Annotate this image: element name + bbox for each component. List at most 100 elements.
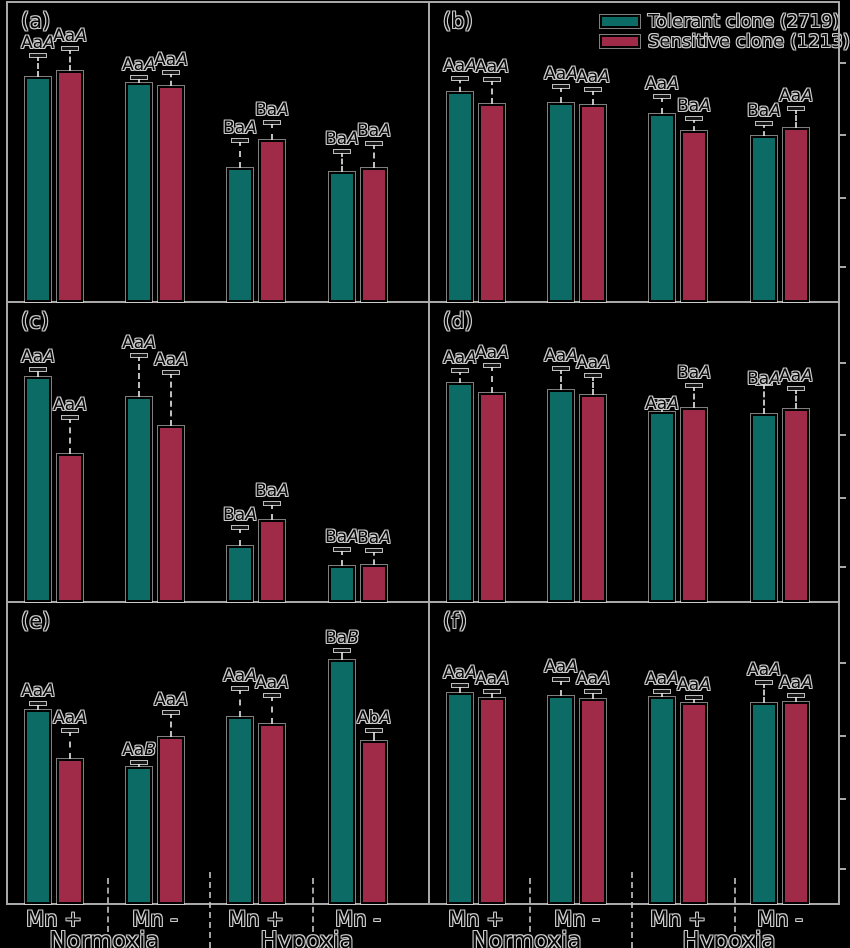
panel-letter-f: (f): [443, 609, 467, 633]
error-bar-stem: [373, 143, 375, 168]
a-sensitive-sig-label-3: BaA: [255, 100, 289, 120]
b-sensitive-bar-2: [580, 105, 606, 302]
error-bar-stem: [693, 118, 695, 131]
error-bar-cap: [654, 399, 670, 402]
a-sensitive-sig-label-2: AaA: [154, 50, 188, 70]
error-bar-cap: [553, 678, 569, 681]
y-axis-tick: [839, 266, 846, 268]
x-major-divider: [209, 872, 211, 948]
error-bar-cap: [484, 364, 500, 367]
b-tolerant-sig-label-2: AaA: [544, 64, 578, 84]
legend-label-sensitive: Sensitive clone (1213): [648, 31, 850, 52]
e-tolerant-bar-4: [329, 660, 355, 904]
error-bar-stem: [37, 703, 39, 710]
error-bar-cap: [686, 696, 702, 699]
error-bar-stem: [37, 55, 39, 77]
error-bar-stem: [138, 762, 140, 767]
error-bar-stem: [693, 385, 695, 408]
b-tolerant-bar-4: [751, 136, 777, 302]
error-bar-cap: [452, 77, 468, 80]
a-sensitive-bar-1: [57, 71, 83, 302]
f-tolerant-sig-label-2: AaA: [544, 657, 578, 677]
d-tolerant-bar-4: [751, 414, 777, 602]
e-sensitive-sig-label-4: AbA: [356, 708, 392, 728]
a-tolerant-sig-label-2: AaA: [122, 55, 156, 75]
x-minor-divider: [529, 878, 531, 932]
error-bar-stem: [560, 679, 562, 696]
error-bar-cap: [264, 694, 280, 697]
e-sensitive-sig-label-3: AaA: [255, 673, 289, 693]
x-tick-label: Mn -: [132, 907, 178, 931]
a-tolerant-bar-4: [329, 172, 355, 302]
b-sensitive-sig-label-4: AaA: [779, 86, 813, 106]
f-sensitive-bar-1: [479, 698, 505, 904]
error-bar-stem: [138, 77, 140, 83]
error-bar-stem: [373, 730, 375, 741]
c-sensitive-bar-3: [259, 520, 285, 602]
f-sensitive-sig-label-2: AaA: [576, 669, 610, 689]
f-sensitive-bar-4: [783, 702, 809, 904]
d-tolerant-sig-label-2: AaA: [544, 346, 578, 366]
x-tick-label: Mn +: [26, 907, 82, 931]
c-tolerant-bar-2: [126, 397, 152, 602]
e-sensitive-sig-label-1: AaA: [53, 708, 87, 728]
b-sensitive-bar-3: [681, 131, 707, 302]
error-bar-cap: [585, 690, 601, 693]
error-bar-stem: [341, 650, 343, 660]
y-axis-tick: [839, 497, 846, 499]
d-tolerant-sig-label-1: AaA: [443, 348, 477, 368]
axis-horizontal-line: [6, 1, 840, 3]
legend-label-tolerant: Tolerant clone (2719): [648, 11, 840, 32]
error-bar-stem: [491, 365, 493, 393]
error-bar-cap: [788, 694, 804, 697]
panel-letter-c: (c): [21, 309, 49, 333]
error-bar-cap: [334, 649, 350, 652]
error-bar-cap: [163, 71, 179, 74]
e-tolerant-sig-label-3: AaA: [223, 666, 257, 686]
b-tolerant-bar-2: [548, 103, 574, 302]
error-bar-stem: [763, 682, 765, 703]
c-tolerant-sig-label-4: BaA: [325, 527, 359, 547]
error-bar-stem: [271, 122, 273, 140]
error-bar-stem: [69, 48, 71, 71]
error-bar-stem: [69, 417, 71, 454]
error-bar-stem: [661, 96, 663, 114]
d-tolerant-bar-1: [447, 383, 473, 602]
f-tolerant-bar-2: [548, 696, 574, 904]
y-axis-tick: [839, 434, 846, 436]
e-tolerant-sig-label-4: BaB: [325, 628, 359, 648]
f-sensitive-sig-label-3: AaA: [677, 675, 711, 695]
error-bar-stem: [459, 685, 461, 693]
error-bar-stem: [170, 72, 172, 86]
error-bar-cap: [232, 687, 248, 690]
y-axis-tick: [839, 566, 846, 568]
c-sensitive-sig-label-2: AaA: [154, 350, 188, 370]
y-axis-tick: [839, 867, 846, 870]
e-sensitive-bar-2: [158, 737, 184, 904]
error-bar-stem: [693, 697, 695, 703]
panel-letter-b: (b): [443, 9, 473, 33]
b-sensitive-sig-label-3: BaA: [677, 96, 711, 116]
error-bar-stem: [795, 388, 797, 409]
error-bar-cap: [334, 150, 350, 153]
f-sensitive-sig-label-4: AaA: [779, 673, 813, 693]
axis-vertical-line: [838, 2, 840, 904]
error-bar-stem: [592, 89, 594, 105]
error-bar-cap: [131, 761, 147, 764]
f-tolerant-sig-label-4: AaA: [747, 660, 781, 680]
error-bar-cap: [264, 502, 280, 505]
d-sensitive-bar-4: [783, 409, 809, 602]
a-tolerant-sig-label-4: BaA: [325, 129, 359, 149]
error-bar-cap: [62, 416, 78, 419]
error-bar-stem: [661, 400, 663, 412]
f-tolerant-sig-label-3: AaA: [645, 669, 679, 689]
e-tolerant-sig-label-1: AaA: [21, 681, 55, 701]
b-tolerant-sig-label-1: AaA: [443, 56, 477, 76]
error-bar-stem: [69, 730, 71, 759]
axis-horizontal-line: [6, 903, 840, 905]
e-tolerant-bar-2: [126, 767, 152, 904]
x-major-divider: [631, 872, 633, 948]
a-sensitive-bar-4: [361, 168, 387, 302]
error-bar-stem: [271, 503, 273, 520]
